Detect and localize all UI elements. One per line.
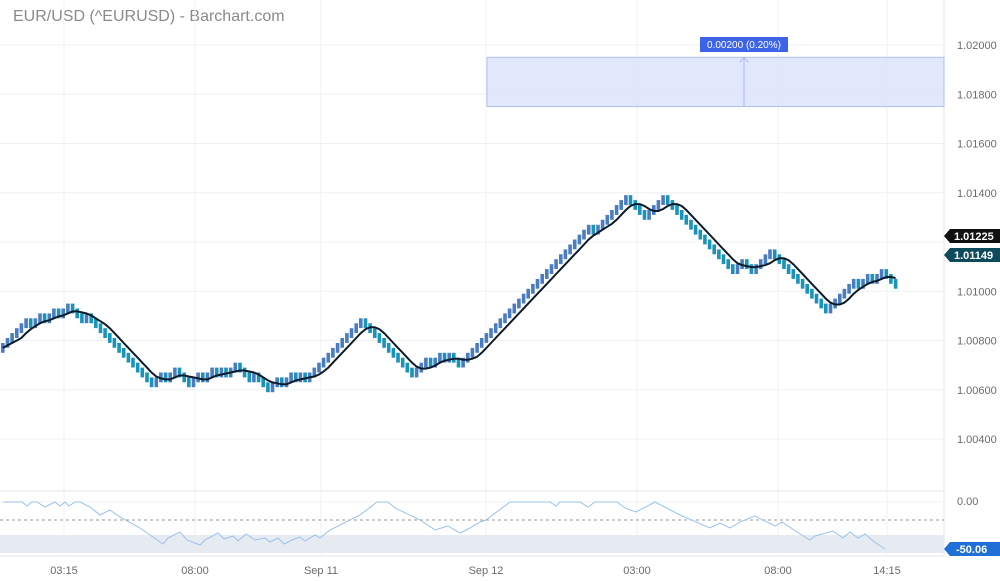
time-tick-label: Sep 11 <box>304 565 338 577</box>
measure-range-box[interactable] <box>486 56 945 108</box>
measure-label: 0.00200 (0.20%) <box>707 40 781 51</box>
price-tick-label: 1.00400 <box>957 434 997 446</box>
oscillator-line <box>3 501 886 550</box>
price-tick-label: 1.01400 <box>957 188 997 200</box>
price-axis[interactable]: 1.02000 1.01800 1.01600 1.01400 1.01000 1.008… <box>944 40 1000 446</box>
measure-label-bg <box>700 37 788 52</box>
time-tick-label: 03:00 <box>623 565 651 577</box>
price-tick-label: 1.01000 <box>957 286 997 298</box>
renko-bricks <box>1 195 898 393</box>
oscillator-oversold-band <box>0 535 944 553</box>
oscillator-value-tag: -50.06 <box>956 544 987 556</box>
price-tick-label: 1.01600 <box>957 139 997 151</box>
arrow-up-icon <box>739 56 749 63</box>
oscillator-pane: 0.00 -50.06 <box>0 496 1000 556</box>
ma-value-tag-bg <box>944 248 1000 262</box>
price-tick-label: 1.02000 <box>957 40 997 52</box>
time-tick-label: Sep 12 <box>469 565 504 577</box>
oscillator-value-tag-bg <box>944 542 1000 556</box>
time-tick-label: 08:00 <box>181 565 209 577</box>
oscillator-tick-label: 0.00 <box>957 496 978 508</box>
price-tick-label: 1.00600 <box>957 385 997 397</box>
moving-average-line <box>2 203 896 386</box>
measure-tool[interactable]: 0.00200 (0.20%) <box>486 37 945 108</box>
price-tick-label: 1.00800 <box>957 336 997 348</box>
last-price-tag-bg <box>944 229 1000 243</box>
time-tick-label: 14:15 <box>873 565 901 577</box>
time-tick-label: 08:00 <box>764 565 792 577</box>
time-tick-label: 03:15 <box>50 565 78 577</box>
time-axis[interactable]: 03:15 08:00 Sep 11 Sep 12 03:00 08:00 14:15 <box>0 555 944 577</box>
grid-lines <box>0 0 945 555</box>
chart-title: EUR/USD (^EURUSD) - Barchart.com <box>13 8 285 25</box>
last-price-tag: 1.01225 <box>954 231 994 243</box>
ma-value-tag: 1.01149 <box>954 250 993 262</box>
price-tick-label: 1.01800 <box>957 89 997 101</box>
